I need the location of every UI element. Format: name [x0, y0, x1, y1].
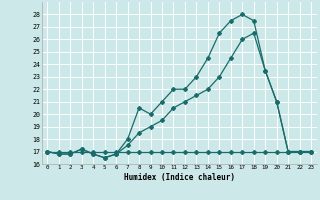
X-axis label: Humidex (Indice chaleur): Humidex (Indice chaleur) [124, 173, 235, 182]
